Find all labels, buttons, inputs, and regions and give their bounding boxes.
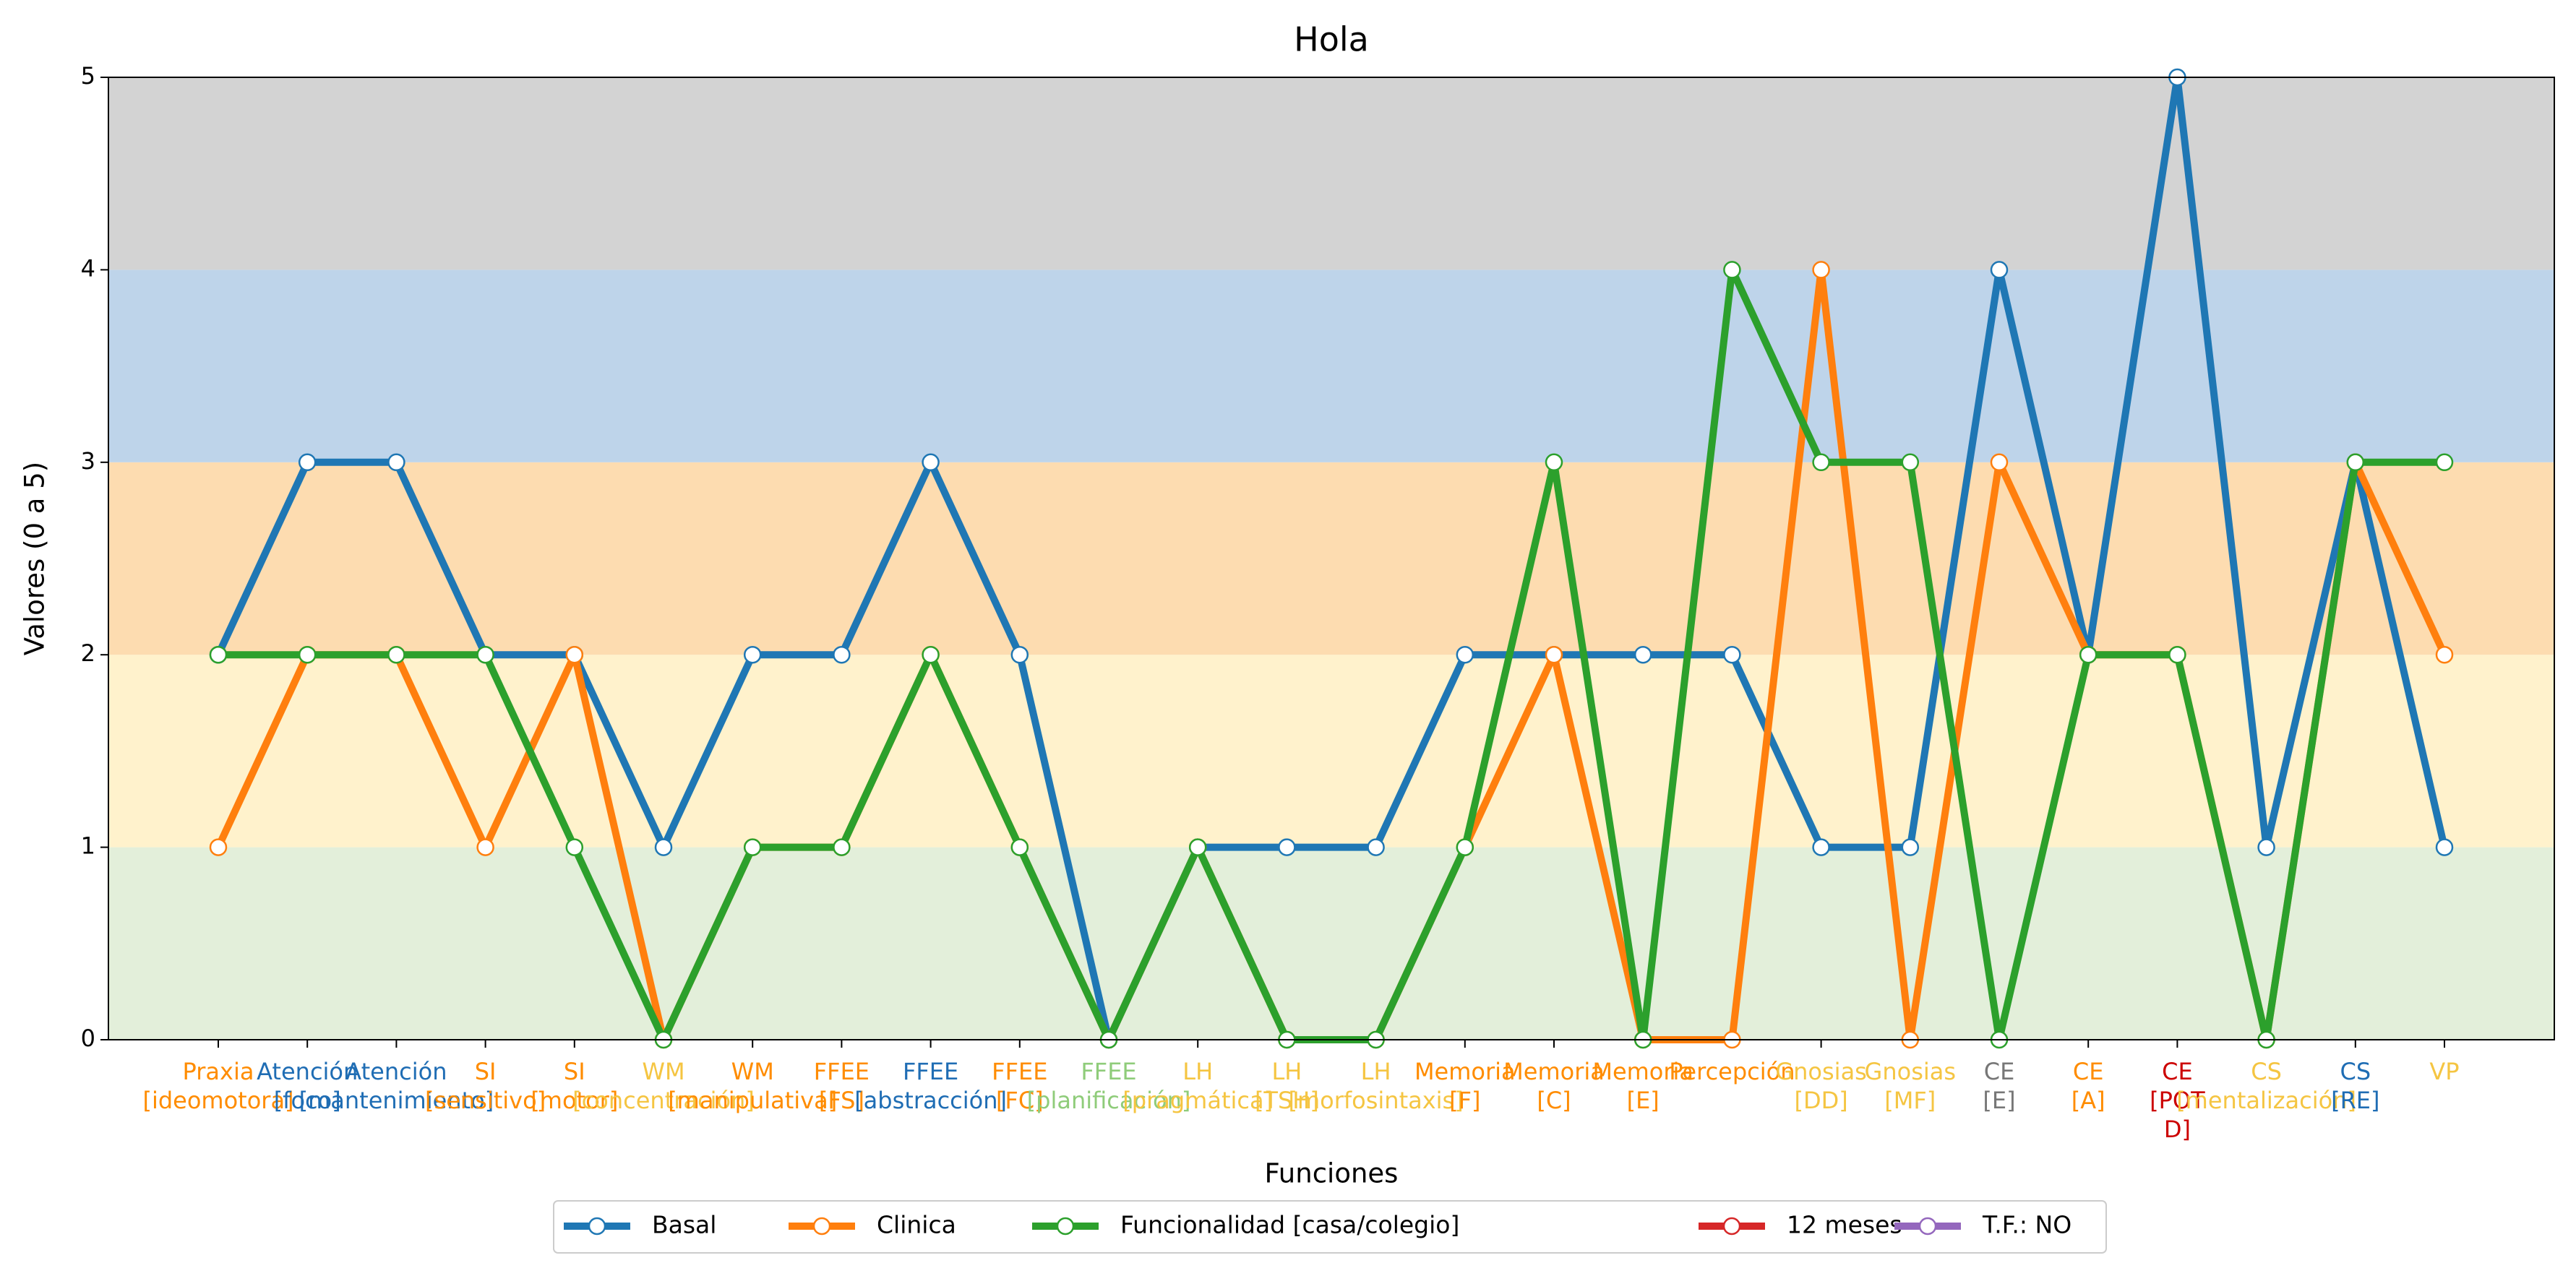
series-marker <box>743 838 762 856</box>
legend-label: Basal <box>652 1211 716 1239</box>
series-marker <box>209 838 228 856</box>
legend-marker <box>1722 1217 1741 1236</box>
series-marker <box>1456 838 1474 856</box>
series-marker <box>833 838 851 856</box>
series-marker <box>1812 261 1830 279</box>
x-tick-label: Gnosias [MF] <box>1864 1058 1957 1114</box>
series-marker <box>1010 838 1029 856</box>
x-tick-label: Memoria [F] <box>1414 1058 1516 1114</box>
series-marker <box>1723 261 1741 279</box>
x-tick-label: Gnosias [DD] <box>1775 1058 1867 1114</box>
series-marker <box>565 838 584 856</box>
legend-label: Funcionalidad [casa/colegio] <box>1120 1211 1459 1239</box>
legend-marker <box>1056 1217 1075 1236</box>
chart-title: Hola <box>1294 20 1369 59</box>
y-tick-label: 1 <box>81 832 95 860</box>
y-tick-label: 5 <box>81 62 95 90</box>
x-tick-label: Memoria [C] <box>1503 1058 1605 1114</box>
series-marker <box>298 645 317 664</box>
legend-marker <box>588 1217 606 1236</box>
x-tick-label: FFEE [planificación] <box>1026 1058 1191 1114</box>
series-marker <box>1456 645 1474 664</box>
series-marker <box>654 838 673 856</box>
y-tick-label: 0 <box>81 1025 95 1052</box>
x-tick-label: Atención [mantenimiento] <box>299 1058 494 1114</box>
series-marker <box>1812 838 1830 856</box>
series-marker <box>2435 453 2454 472</box>
series-marker <box>2168 645 2186 664</box>
x-tick-label: SI [motor] <box>531 1058 619 1114</box>
series-marker <box>2435 838 2454 856</box>
legend-marker <box>812 1217 831 1236</box>
series-marker <box>1990 453 2009 472</box>
series-marker <box>387 645 405 664</box>
x-tick-label: FFEE [FS] <box>813 1058 870 1114</box>
y-tick-label: 3 <box>81 447 95 475</box>
series-marker <box>476 838 494 856</box>
x-tick-label: LH [TSH] <box>1254 1058 1319 1114</box>
series-marker <box>1278 838 1296 856</box>
plot-frame <box>108 77 2555 1040</box>
y-tick-label: 2 <box>81 639 95 667</box>
x-tick-label: SI [sensitivo] <box>425 1058 546 1114</box>
x-tick-label: WM [manipulativa] <box>668 1058 838 1114</box>
series-line <box>215 74 2448 1043</box>
series-marker <box>2435 645 2454 664</box>
x-tick-label: CE [POT D] <box>2150 1058 2205 1143</box>
series-marker <box>1901 453 1920 472</box>
y-axis-label: Valores (0 a 5) <box>20 462 51 655</box>
series-marker <box>2346 453 2365 472</box>
series-marker <box>1723 645 1741 664</box>
x-tick-label: FFEE [FC] <box>992 1058 1048 1114</box>
series-marker <box>922 453 940 472</box>
series-marker <box>1990 261 2009 279</box>
x-tick-label: LH [morfosintaxis] <box>1288 1058 1464 1114</box>
band <box>108 655 2554 848</box>
series-marker <box>1545 645 1563 664</box>
series-marker <box>387 453 405 472</box>
x-tick-label: CE [E] <box>1983 1058 2016 1114</box>
band <box>108 77 2554 270</box>
x-tick-label: Praxia [ideomotora] <box>142 1058 294 1114</box>
series-marker <box>298 453 317 472</box>
x-tick-label: CE [A] <box>2071 1058 2105 1114</box>
band <box>108 847 2554 1040</box>
series-marker <box>1633 645 1652 664</box>
legend-label: 12 meses <box>1787 1211 1902 1239</box>
x-tick-label: Percepción <box>1669 1058 1795 1085</box>
legend-marker <box>1918 1217 1937 1236</box>
series-marker <box>1367 838 1385 856</box>
series-marker <box>1010 645 1029 664</box>
series-marker <box>209 645 228 664</box>
series-marker <box>743 645 762 664</box>
series-marker <box>833 645 851 664</box>
series-marker <box>476 645 494 664</box>
series-marker <box>2079 645 2098 664</box>
series-marker <box>1545 453 1563 472</box>
legend-frame <box>553 1200 2107 1254</box>
x-tick-label: CS [mentalización] <box>2176 1058 2356 1114</box>
series-marker <box>1812 453 1830 472</box>
legend: Basal Clinica Funcionalidad [casa/colegio]… <box>553 1200 2107 1254</box>
series-marker <box>1901 838 1920 856</box>
series-marker <box>922 645 940 664</box>
x-tick-label: FFEE [abstracción] <box>854 1058 1007 1114</box>
band <box>108 270 2554 462</box>
x-tick-label: WM [concentración] <box>572 1058 755 1114</box>
y-tick-label: 4 <box>81 254 95 282</box>
x-tick-label: CS [RE] <box>2331 1058 2380 1114</box>
band <box>108 462 2554 655</box>
x-tick-label: LH [pragmática] <box>1122 1058 1274 1114</box>
x-tick-label: VP <box>2429 1058 2460 1085</box>
legend-label: T.F.: NO <box>1982 1211 2071 1239</box>
x-tick-label: Atención [foco] <box>257 1058 359 1114</box>
x-axis-label: Funciones <box>1265 1158 1399 1189</box>
series-marker <box>1188 838 1207 856</box>
series-marker <box>2257 838 2275 856</box>
legend-label: Clinica <box>877 1211 956 1239</box>
x-tick-label: Memoria [E] <box>1592 1058 1694 1114</box>
series-marker <box>565 645 584 664</box>
